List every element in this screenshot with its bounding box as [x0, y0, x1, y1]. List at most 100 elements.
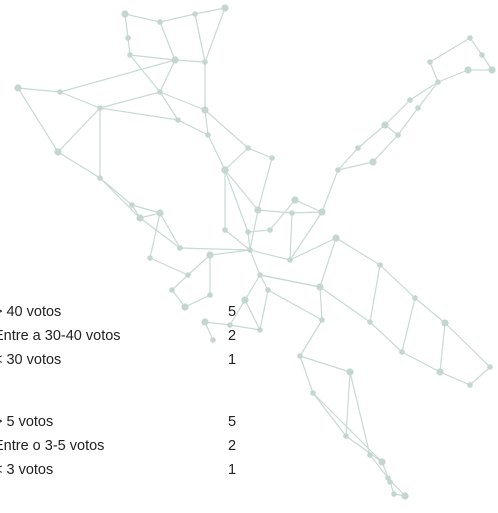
wireframe-edge [259, 274, 321, 288]
wireframe-node [367, 319, 373, 325]
wireframe-node [222, 227, 228, 233]
wireframe-edge [417, 81, 439, 109]
wireframe-node [121, 10, 129, 18]
wireframe-node [97, 175, 103, 181]
score-row-points: 5 [228, 414, 237, 430]
wireframe-node [464, 66, 472, 74]
wireframe-node [245, 145, 251, 151]
wireframe-edge [244, 274, 261, 301]
wireframe-node [245, 229, 251, 235]
wireframe-edge [194, 13, 206, 63]
wireframe-node [181, 303, 189, 311]
wireframe-edge [59, 59, 176, 93]
wireframe-node [488, 66, 496, 74]
wireframe-edge [299, 319, 323, 357]
wireframe-node [346, 368, 354, 376]
wireframe-node [157, 19, 163, 25]
wireframe-edge [384, 99, 411, 126]
wireframe-edge [99, 91, 161, 109]
wireframe-edge [397, 107, 419, 136]
wireframe-node [147, 255, 153, 261]
wireframe-edge [269, 199, 296, 231]
wireframe-node [205, 132, 211, 138]
wireframe-edge [17, 87, 59, 153]
wireframe-edge [224, 229, 251, 251]
wireframe-edge [131, 204, 161, 214]
wireframe-node [247, 247, 253, 253]
wireframe-node [287, 257, 293, 263]
score-row-label: > 5 votos [0, 414, 54, 430]
wireframe-edge [17, 87, 61, 93]
wireframe-edge [99, 177, 141, 219]
wireframe-node [289, 210, 295, 216]
wireframe-edge [369, 454, 389, 479]
wireframe-node [210, 337, 216, 343]
wireframe-node [192, 11, 198, 17]
wireframe-edge [409, 81, 439, 101]
wireframe-edge [149, 212, 161, 259]
wireframe-node [399, 349, 405, 355]
wireframe-edge [129, 54, 161, 93]
wireframe-node [127, 52, 133, 58]
wireframe-edge [345, 435, 383, 463]
wireframe-node [435, 79, 441, 85]
wireframe-node [381, 121, 389, 129]
wireframe-edge [294, 199, 323, 213]
wireframe-node [257, 327, 263, 333]
wireframe-node [415, 105, 421, 111]
wireframe-edge [321, 169, 339, 213]
wireframe-node [185, 272, 191, 278]
wireframe-edge [244, 299, 261, 331]
wireframe-node [54, 148, 62, 156]
wireframe-node [221, 166, 229, 174]
wireframe-node [412, 295, 418, 301]
wireframe-edge [57, 107, 101, 153]
wireframe-edge [124, 13, 129, 39]
wireframe-edge [204, 321, 231, 326]
wireframe-edge [335, 237, 381, 266]
wireframe-node [441, 319, 449, 327]
score-row-points: 1 [228, 352, 237, 368]
wireframe-edge [224, 169, 259, 211]
wireframe-edge [207, 134, 226, 171]
wireframe-node [129, 202, 135, 208]
score-row-points: 2 [228, 328, 237, 344]
wireframe-node [355, 145, 361, 151]
wireframe-node [157, 89, 163, 95]
wireframe-edge [357, 124, 386, 149]
wireframe-node [319, 317, 325, 323]
wireframe-edge [372, 134, 399, 163]
wireframe-edge [149, 257, 189, 276]
wireframe-node [14, 84, 22, 92]
wireframe-node [427, 59, 433, 65]
wireframe-edge [57, 151, 101, 179]
wireframe-node [310, 390, 316, 396]
wireframe-node [175, 117, 181, 123]
wireframe-node [97, 105, 103, 111]
wireframe-node [171, 56, 179, 64]
wireframe-edge [349, 371, 371, 456]
score-row-points: 2 [228, 438, 237, 454]
wireframe-edge [469, 366, 491, 386]
wireframe-edge [337, 161, 374, 171]
wireframe-edge [319, 286, 323, 321]
wireframe-node [207, 292, 213, 298]
wireframe-edge [124, 13, 161, 23]
wireframe-edge [59, 91, 101, 109]
wireframe-edge [257, 209, 293, 214]
wireframe-edge [429, 61, 439, 83]
wireframe-edge [139, 217, 181, 249]
wireframe-node [335, 167, 341, 173]
wireframe-node [343, 433, 349, 439]
wireframe-edge [312, 392, 383, 463]
wireframe-edge [159, 13, 196, 23]
wireframe-node [479, 52, 485, 58]
wireframe-edge [204, 109, 249, 149]
wireframe-node [297, 353, 303, 359]
wireframe-edge [267, 289, 323, 321]
wireframe-edge [159, 91, 179, 121]
wireframe-node [318, 208, 326, 216]
wireframe-edge [224, 147, 249, 171]
wireframe-edge [437, 69, 469, 83]
wireframe-node [136, 214, 144, 222]
